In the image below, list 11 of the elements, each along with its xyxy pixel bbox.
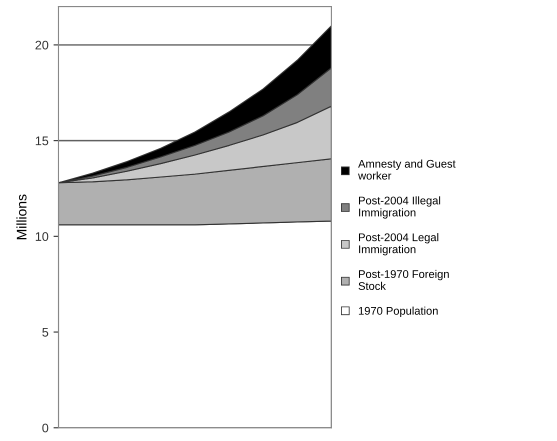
legend-label: Post-2004 Illegal Immigration (358, 196, 440, 219)
y-tick-label: 15 (36, 136, 48, 146)
y-tick-label: 10 (36, 232, 48, 241)
legend-label: Post-1970 Foreign Stock (358, 270, 449, 290)
y-axis-title: Millions (16, 194, 27, 240)
y-tick-label: 20 (35, 40, 48, 50)
legend-label: 1970 Population (358, 306, 438, 317)
y-tick-label: 5 (42, 328, 48, 337)
y-tick-label: 0 (42, 424, 48, 432)
legend-label: Amnesty and Guest worker (358, 160, 456, 180)
legend-label: Post-2004 Legal Immigration (358, 233, 438, 256)
